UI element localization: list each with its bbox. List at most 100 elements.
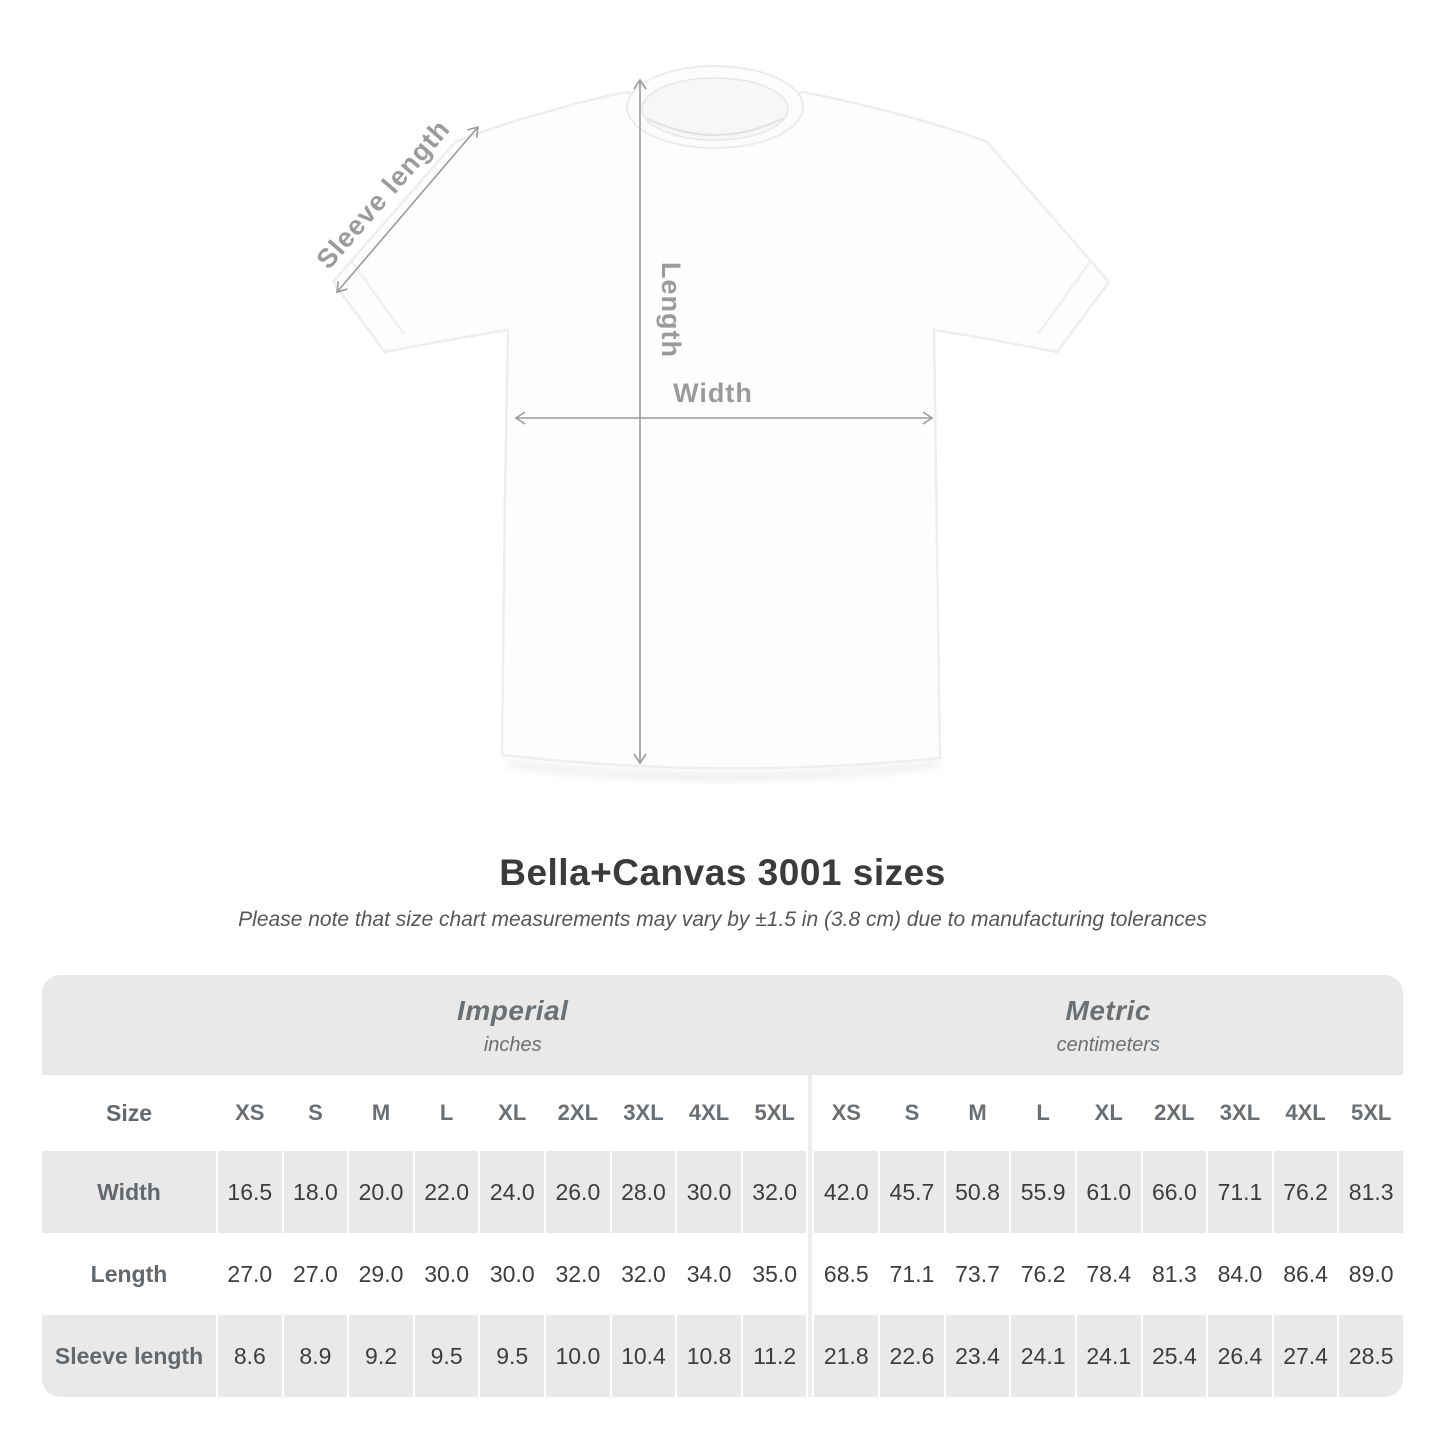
- imperial-value: 22.0: [414, 1151, 479, 1233]
- size-header-imperial: S: [283, 1075, 348, 1151]
- imperial-value: 24.0: [480, 1151, 545, 1233]
- imperial-value: 8.6: [218, 1315, 282, 1397]
- size-header-metric: 5XL: [1339, 1075, 1403, 1151]
- metric-value: 78.4: [1076, 1233, 1141, 1315]
- measurement-row: Sleeve length 8.6 8.9 9.2 9.5 9.5 10.0 10.4 10.8…: [42, 1315, 1403, 1397]
- imperial-value: 9.5: [480, 1315, 545, 1397]
- tolerance-note: Please note that size chart measurements…: [238, 908, 1207, 931]
- imperial-value: 10.8: [677, 1315, 741, 1397]
- half-divider: [808, 1233, 813, 1315]
- size-header-imperial: M: [349, 1075, 413, 1151]
- imperial-header: Imperial inches: [218, 975, 808, 1075]
- imperial-title: Imperial: [457, 995, 569, 1026]
- size-header-imperial: 4XL: [677, 1075, 741, 1151]
- metric-value: 26.4: [1208, 1315, 1272, 1397]
- size-header-imperial: 3XL: [611, 1075, 676, 1151]
- imperial-value: 30.0: [677, 1151, 741, 1233]
- size-header-metric: XS: [814, 1075, 879, 1151]
- metric-value: 61.0: [1076, 1151, 1141, 1233]
- metric-value: 25.4: [1142, 1315, 1207, 1397]
- imperial-value: 26.0: [546, 1151, 610, 1233]
- metric-value: 76.2: [1273, 1151, 1338, 1233]
- size-column-header: Size: [42, 1075, 216, 1151]
- metric-value: 73.7: [945, 1233, 1010, 1315]
- metric-value: 45.7: [880, 1151, 944, 1233]
- metric-value: 71.1: [1208, 1151, 1272, 1233]
- size-header-metric: L: [1011, 1075, 1075, 1151]
- imperial-value: 34.0: [677, 1233, 741, 1315]
- table-body: Width 16.5 18.0 20.0 22.0 24.0 26.0 28.0 30.0 32.…: [42, 1151, 1403, 1397]
- imperial-value: 16.5: [218, 1151, 282, 1233]
- size-header-imperial: XL: [480, 1075, 545, 1151]
- size-chart-table: Imperial inches Metric centimeters Size X…: [42, 975, 1403, 1397]
- size-header-imperial: 2XL: [546, 1075, 610, 1151]
- imperial-value: 10.4: [611, 1315, 676, 1397]
- size-header-metric: XL: [1076, 1075, 1141, 1151]
- metric-value: 81.3: [1142, 1233, 1207, 1315]
- size-header-metric: 2XL: [1142, 1075, 1207, 1151]
- metric-value: 22.6: [880, 1315, 944, 1397]
- imperial-value: 9.2: [349, 1315, 413, 1397]
- measurement-row: Width 16.5 18.0 20.0 22.0 24.0 26.0 28.0 30.0 32.…: [42, 1151, 1403, 1233]
- length-label: Length: [656, 262, 686, 358]
- half-divider: [808, 1315, 813, 1397]
- metric-value: 71.1: [880, 1233, 944, 1315]
- band-corner: [42, 975, 218, 1075]
- metric-value: 42.0: [814, 1151, 879, 1233]
- page-title: Bella+Canvas 3001 sizes: [499, 852, 946, 893]
- measurement-label: Width: [42, 1151, 216, 1233]
- metric-value: 66.0: [1142, 1151, 1207, 1233]
- metric-value: 55.9: [1011, 1151, 1075, 1233]
- imperial-value: 8.9: [283, 1315, 348, 1397]
- imperial-value: 11.2: [742, 1315, 807, 1397]
- imperial-value: 32.0: [611, 1233, 676, 1315]
- imperial-value: 35.0: [742, 1233, 807, 1315]
- size-header-metric: 4XL: [1273, 1075, 1338, 1151]
- imperial-value: 29.0: [349, 1233, 413, 1315]
- size-header-imperial: L: [414, 1075, 479, 1151]
- metric-unit: centimeters: [1056, 1034, 1160, 1056]
- imperial-value: 18.0: [283, 1151, 348, 1233]
- metric-value: 68.5: [814, 1233, 879, 1315]
- imperial-value: 30.0: [480, 1233, 545, 1315]
- imperial-value: 9.5: [414, 1315, 479, 1397]
- imperial-value: 20.0: [349, 1151, 413, 1233]
- size-header-imperial: 5XL: [742, 1075, 807, 1151]
- tshirt-measurement-diagram: Sleeve length Length Width: [311, 65, 1111, 781]
- imperial-value: 32.0: [742, 1151, 807, 1233]
- half-divider: [808, 1151, 813, 1233]
- unit-header-band: Imperial inches Metric centimeters: [42, 975, 1403, 1075]
- metric-value: 81.3: [1339, 1151, 1403, 1233]
- half-divider: [808, 1075, 813, 1151]
- metric-value: 24.1: [1076, 1315, 1141, 1397]
- measurement-label: Length: [42, 1233, 216, 1315]
- imperial-value: 32.0: [546, 1233, 610, 1315]
- metric-value: 86.4: [1273, 1233, 1338, 1315]
- size-header-row: Size XS S M L XL 2XL 3XL 4XL 5XL XS S M L XL 2XL 3XL 4XL 5…: [42, 1075, 1403, 1151]
- metric-title: Metric: [1065, 995, 1151, 1026]
- metric-value: 50.8: [945, 1151, 1010, 1233]
- size-header-imperial: XS: [218, 1075, 282, 1151]
- size-header-metric: M: [945, 1075, 1010, 1151]
- metric-value: 28.5: [1339, 1315, 1403, 1397]
- measurement-row: Length 27.0 27.0 29.0 30.0 30.0 32.0 32.0 34.0 35…: [42, 1233, 1403, 1315]
- tshirt-graphic: [331, 65, 1111, 781]
- imperial-value: 10.0: [546, 1315, 610, 1397]
- metric-value: 84.0: [1208, 1233, 1272, 1315]
- size-header-metric: 3XL: [1208, 1075, 1272, 1151]
- imperial-value: 27.0: [218, 1233, 282, 1315]
- metric-value: 24.1: [1011, 1315, 1075, 1397]
- sleeve-length-arrow: [336, 125, 479, 294]
- imperial-unit: inches: [483, 1034, 542, 1056]
- metric-value: 21.8: [814, 1315, 879, 1397]
- measurement-label: Sleeve length: [42, 1315, 216, 1397]
- imperial-value: 28.0: [611, 1151, 676, 1233]
- metric-value: 89.0: [1339, 1233, 1403, 1315]
- metric-value: 23.4: [945, 1315, 1010, 1397]
- metric-value: 76.2: [1011, 1233, 1075, 1315]
- metric-value: 27.4: [1273, 1315, 1338, 1397]
- imperial-value: 30.0: [414, 1233, 479, 1315]
- imperial-value: 27.0: [283, 1233, 348, 1315]
- metric-header: Metric centimeters: [814, 975, 1404, 1075]
